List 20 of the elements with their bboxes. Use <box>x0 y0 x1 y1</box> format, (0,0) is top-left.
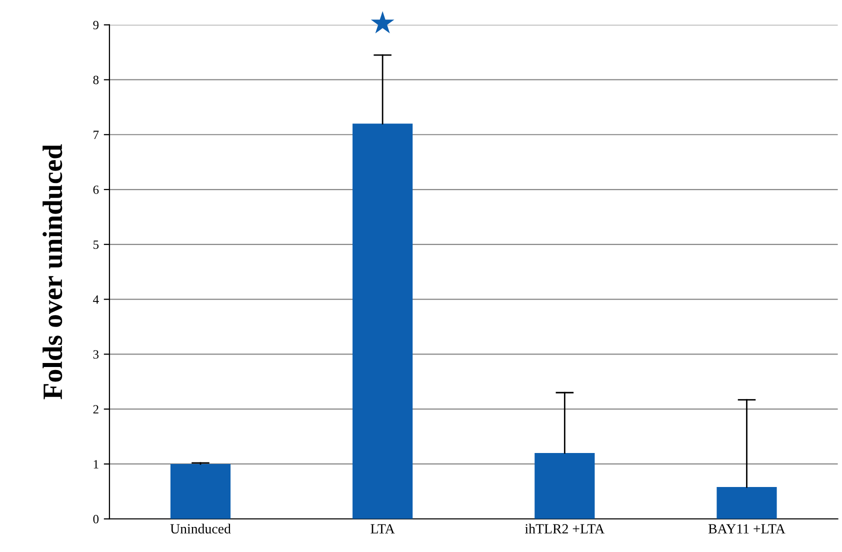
y-tick-label: 8 <box>93 76 99 84</box>
y-tick-label: 1 <box>94 460 98 468</box>
x-tick-label: BAY11 +LTA <box>708 524 786 534</box>
y-tick-label: 5 <box>94 240 99 249</box>
bar <box>170 464 231 519</box>
y-tick-label: 3 <box>93 350 99 359</box>
y-tick-label: 6 <box>93 186 99 194</box>
x-tick-label: Uninduced <box>170 524 231 534</box>
y-tick-label: 9 <box>93 20 99 30</box>
x-tick-label: ihTLR2 +LTA <box>525 524 605 534</box>
y-tick-label: 0 <box>93 514 99 524</box>
y-axis-title: Folds over uninduced <box>42 144 62 400</box>
bar <box>534 453 595 519</box>
y-tick-label: 2 <box>93 405 98 414</box>
annotation: ★ <box>370 11 394 34</box>
y-tick-label: 7 <box>94 130 99 139</box>
bar <box>716 487 777 519</box>
bar <box>352 124 413 519</box>
x-tick-label: LTA <box>370 524 395 534</box>
y-tick-label: 4 <box>93 295 99 304</box>
